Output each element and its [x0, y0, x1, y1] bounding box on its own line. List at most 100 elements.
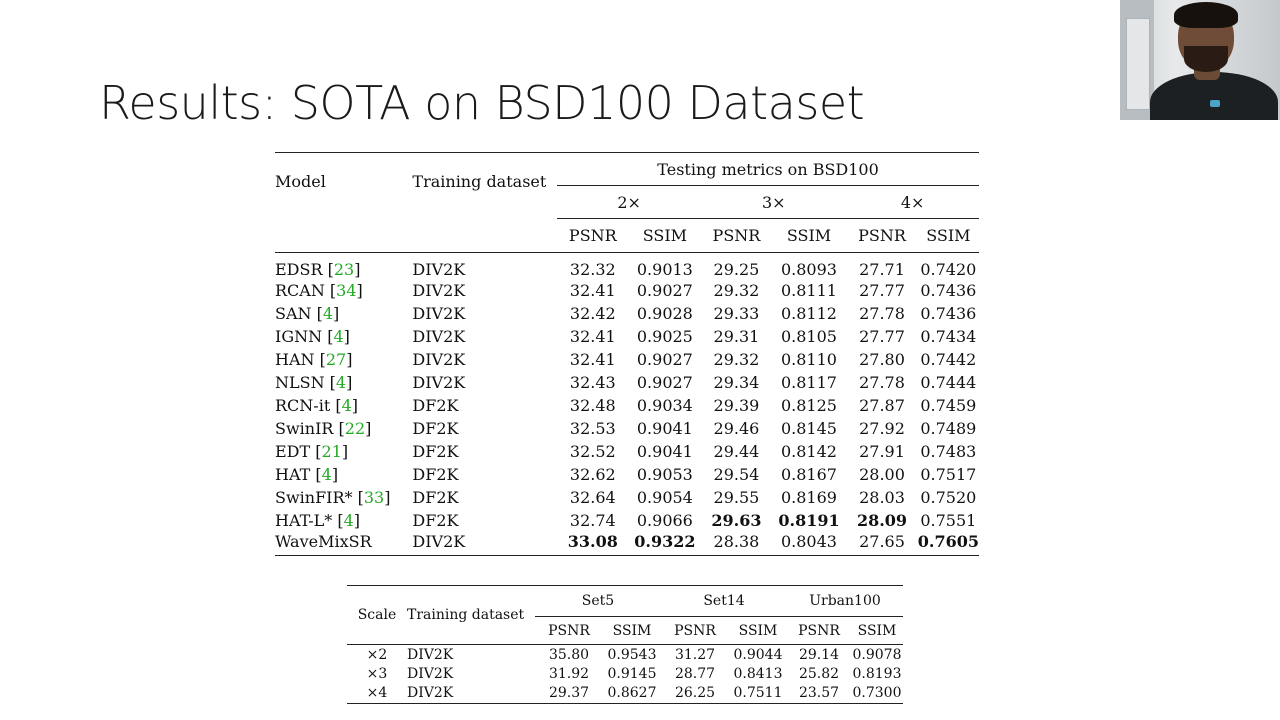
citation-ref: 22	[344, 419, 366, 438]
metric-value-cell: 27.77	[859, 281, 905, 300]
small-header-scale: Scale	[357, 607, 397, 623]
metric-value-cell: 0.7483	[920, 442, 977, 461]
metric-value-cell: 0.9025	[636, 327, 693, 346]
metric-value-cell: 0.9054	[636, 488, 693, 507]
table-row: EDT [21] DF2K 32.52 0.9041 29.44 0.8142 27.91 0…	[275, 440, 979, 463]
scale-header-2x: 2×	[557, 185, 702, 219]
metric-value-cell: 0.9027	[636, 350, 693, 369]
presenter-beard	[1184, 46, 1228, 72]
small-table-body: ×2 DIV2K 35.80 0.9543 31.27 0.9044 29.14 0.9078…	[347, 644, 903, 704]
citation-ref: 33	[363, 488, 385, 507]
small-table-row: ×2 DIV2K 35.80 0.9543 31.27 0.9044 29.14 0.9078	[347, 644, 903, 664]
metric-value-cell: 0.7551	[920, 511, 977, 530]
metric-value-cell: 29.54	[713, 465, 760, 484]
model-name: IGNN	[275, 327, 323, 346]
citation-ref: 23	[333, 260, 355, 279]
metric-value-cell: 32.43	[569, 373, 616, 392]
small-metric-header-ssim: SSIM	[612, 622, 652, 639]
model-name: HAN	[275, 350, 315, 369]
scale-header-4x: 4×	[846, 185, 979, 219]
metric-value-cell: 0.8167	[780, 465, 837, 484]
metric-value-cell: 33.08	[557, 532, 629, 556]
model-cell: SwinIR [22]	[275, 419, 372, 438]
model-cell: HAT-L* [4]	[275, 511, 361, 530]
metric-header-ssim: SSIM	[786, 226, 832, 245]
metric-value-cell: 32.32	[557, 252, 629, 279]
model-cell: WaveMixSR	[275, 532, 413, 556]
training-dataset-cell: DF2K	[412, 488, 459, 507]
metric-value-cell: 28.09	[856, 511, 908, 530]
citation-ref: 21	[321, 442, 342, 461]
model-cell: HAN [27]	[275, 350, 353, 369]
training-dataset-cell: DIV2K	[412, 304, 466, 323]
model-name: SwinFIR*	[275, 488, 353, 507]
metric-value-cell: 27.80	[859, 350, 905, 369]
metric-value-cell: 32.41	[569, 281, 616, 300]
metric-value-cell: 29.39	[713, 396, 760, 415]
scale-header-3x: 3×	[701, 185, 847, 219]
training-dataset-cell: DF2K	[412, 419, 459, 438]
metric-value-cell: 0.9044	[729, 644, 787, 664]
scale-cell: ×4	[347, 683, 407, 704]
metric-value-cell: 32.48	[569, 396, 616, 415]
model-name: RCAN	[275, 281, 325, 300]
metric-value-cell: 29.46	[713, 419, 760, 438]
metric-value-cell: 27.77	[859, 327, 905, 346]
metric-value-cell: 29.34	[713, 373, 760, 392]
table-row: HAT-L* [4] DF2K 32.74 0.9066 29.63 0.8191 28.0…	[275, 509, 979, 532]
metric-value-cell: 28.00	[859, 465, 905, 484]
metric-value-cell: 35.80	[535, 644, 603, 664]
metric-value-cell: 31.27	[661, 644, 729, 664]
metric-value-cell: 0.9543	[603, 644, 661, 664]
citation-ref: 4	[341, 396, 352, 415]
metric-value-cell: 29.63	[711, 511, 762, 530]
model-name: HAT	[275, 465, 311, 484]
training-dataset-cell: DIV2K	[407, 683, 535, 704]
metric-value-cell: 28.77	[674, 665, 716, 682]
other-datasets-table: Scale Training dataset Set5 Set14 Urban100…	[347, 585, 903, 704]
metric-value-cell: 0.7420	[917, 252, 979, 279]
model-name: RCN-it	[275, 396, 331, 415]
training-dataset-cell: DF2K	[412, 442, 459, 461]
metric-value-cell: 25.82	[798, 665, 840, 682]
citation-ref: 4	[322, 304, 334, 323]
scale-header-row: 2× 3× 4×	[275, 185, 979, 219]
table-row: EDSR [23] DIV2K 32.32 0.9013 29.25 0.8093 27.7…	[275, 252, 979, 279]
metric-value-cell: 0.7436	[920, 304, 977, 323]
training-dataset-cell: DF2K	[412, 396, 459, 415]
metric-value-cell: 32.74	[569, 511, 616, 530]
model-name: SAN	[275, 304, 312, 323]
small-table-row: ×3 DIV2K 31.92 0.9145 28.77 0.8413 25.82 0.8193	[347, 664, 903, 684]
metric-value-cell: 29.55	[713, 488, 760, 507]
metric-value-cell: 0.8093	[771, 252, 847, 279]
metric-value-cell: 0.7489	[920, 419, 977, 438]
metric-value-cell: 32.52	[569, 442, 616, 461]
presenter-webcam	[1120, 0, 1280, 120]
metric-header-psnr: PSNR	[568, 226, 617, 245]
small-header-dataset-set5: Set5	[535, 585, 661, 617]
training-dataset-cell: DIV2K	[412, 373, 466, 392]
presenter-torso	[1150, 72, 1278, 120]
metric-value-cell: 27.87	[859, 396, 905, 415]
metric-value-cell: 0.8627	[603, 683, 661, 704]
citation-ref: 4	[335, 373, 347, 392]
metric-header-psnr: PSNR	[858, 226, 906, 245]
metric-header-ssim: SSIM	[642, 226, 688, 245]
metric-value-cell: 0.7605	[917, 532, 979, 556]
training-dataset-cell: DIV2K	[412, 350, 466, 369]
metric-value-cell: 0.9028	[636, 304, 693, 323]
slide-title: Results: SOTA on BSD100 Dataset	[99, 76, 865, 130]
metric-value-cell: 0.9041	[636, 419, 693, 438]
metric-value-cell: 0.9053	[636, 465, 693, 484]
metric-value-cell: 29.44	[713, 442, 760, 461]
model-cell: HAT [4]	[275, 465, 339, 484]
citation-ref: 4	[321, 465, 332, 484]
table-row: SAN [4] DIV2K 32.42 0.9028 29.33 0.8112 27.78 0…	[275, 302, 979, 325]
metric-value-cell: 28.03	[859, 488, 905, 507]
table-row: WaveMixSR DIV2K 33.08 0.9322 28.38 0.8043 27.6…	[275, 532, 979, 556]
model-name: HAT-L*	[275, 511, 333, 530]
table-row: SwinIR [22] DF2K 32.53 0.9041 29.46 0.8145 27.…	[275, 417, 979, 440]
metric-value-cell: 0.7444	[920, 373, 977, 392]
small-metric-header-psnr: PSNR	[548, 622, 590, 639]
metric-value-cell: 29.33	[713, 304, 760, 323]
